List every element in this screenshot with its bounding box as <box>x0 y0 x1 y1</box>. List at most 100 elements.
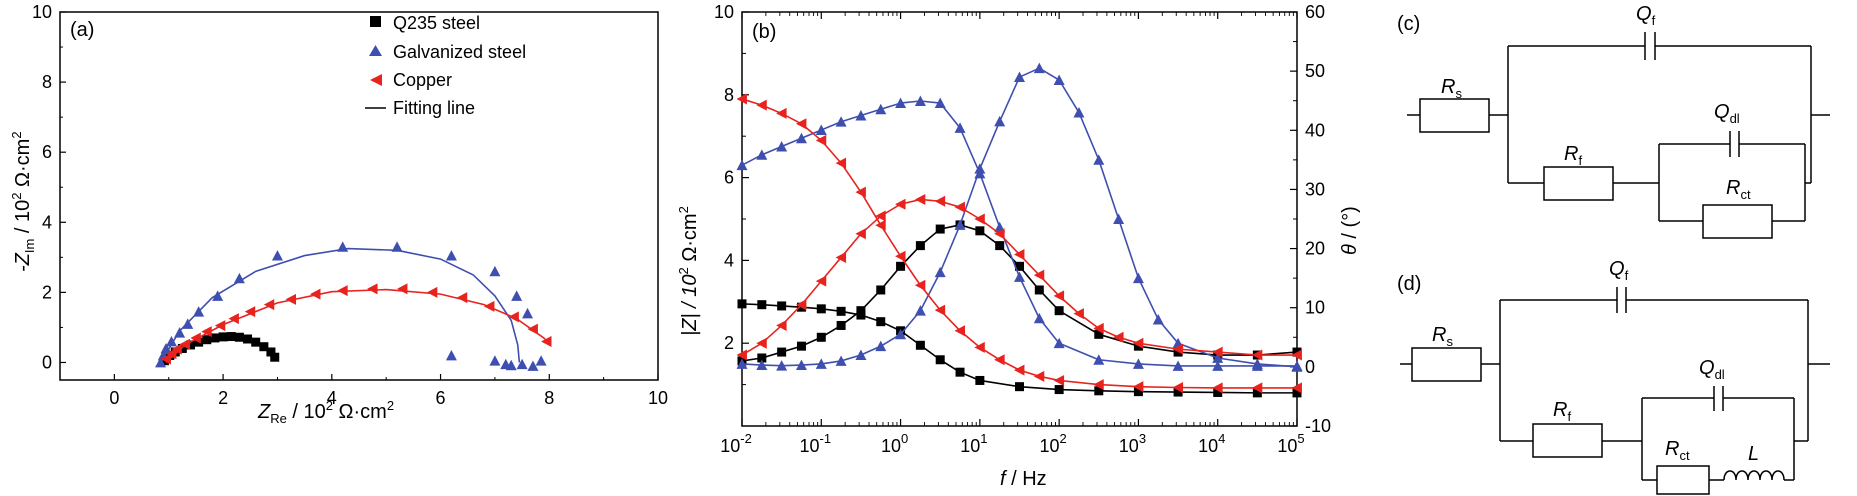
x-tick-label: 6 <box>436 388 446 408</box>
galvanized-steel-z-point <box>1132 358 1144 369</box>
galvanized-steel-point <box>994 115 1006 127</box>
copper-point <box>756 337 767 349</box>
galvanized-steel-point <box>875 340 887 352</box>
panel-b-data <box>736 62 1303 398</box>
galvanized-steel-z-point <box>1212 360 1224 371</box>
q235-steel-z-point <box>1133 387 1143 397</box>
x-tick-label: 2 <box>218 388 228 408</box>
q235-steel-z-point <box>816 304 826 314</box>
q235-steel-point <box>836 320 846 330</box>
y-tick-label: 10 <box>32 2 52 22</box>
copper-z-point <box>1172 381 1184 393</box>
copper-z-point <box>1093 379 1104 391</box>
equivalent-circuit-d: (d) Rs Qf Rf Qdl Rct L <box>1397 258 1830 495</box>
copper-point <box>426 286 438 298</box>
copper-point <box>527 323 538 335</box>
q235-steel-z-point <box>876 317 886 327</box>
galvanized-steel-z-point <box>776 141 788 152</box>
q235-steel-point <box>975 226 985 236</box>
copper-z-point <box>1132 381 1144 393</box>
legend-label-galvanized: Galvanized steel <box>393 42 526 62</box>
galvanized-steel-point <box>815 358 827 369</box>
copper-z-point <box>1251 382 1263 394</box>
copper-point <box>396 283 408 295</box>
copper-point <box>835 251 847 263</box>
galvanized-steel-z-point <box>736 159 748 171</box>
copper-z-point <box>934 304 946 316</box>
copper-z-point <box>1291 382 1302 394</box>
galvanized-steel-fit-line <box>159 247 521 363</box>
panel-a-label: (a) <box>70 19 94 41</box>
label-rs-c: Rs <box>1441 76 1462 101</box>
q235-steel-point <box>259 342 269 352</box>
q235-steel-point <box>266 347 276 357</box>
right-y-tick-label: 50 <box>1305 61 1325 81</box>
inductor-l <box>1723 470 1785 481</box>
galvanized-steel-point <box>489 355 501 366</box>
q235-steel-point <box>210 333 220 343</box>
copper-point <box>483 300 495 312</box>
panel-b-x-axis-label: f / Hz <box>1000 468 1047 490</box>
copper-point <box>1172 343 1184 355</box>
label-rf-d: Rf <box>1553 399 1571 424</box>
galvanized-steel-point <box>1053 74 1065 85</box>
galvanized-steel-point <box>233 272 245 284</box>
galvanized-steel-point <box>165 335 177 347</box>
copper-z-point <box>875 219 886 231</box>
right-y-tick-label: 40 <box>1305 120 1325 140</box>
copper-point <box>285 293 296 305</box>
q235-steel-point <box>935 224 945 234</box>
panel-b-left-y-ticks: 2 4 6 8 10 <box>714 2 749 386</box>
q235-steel-z-point <box>935 355 945 365</box>
galvanized-steel-point <box>1251 358 1263 369</box>
galvanized-steel-z-point <box>1033 312 1045 324</box>
copper-point <box>895 198 906 210</box>
copper-point <box>974 213 985 225</box>
x-tick-label: 8 <box>544 388 554 408</box>
galvanized-steel-point <box>1014 71 1025 83</box>
galvanized-steel-point <box>535 355 547 366</box>
q235-steel-z-point <box>836 306 846 316</box>
copper-z-point <box>815 134 827 146</box>
q235-steel-point <box>226 332 236 342</box>
galvanized-steel-point <box>756 359 768 371</box>
x-tick-label: 102 <box>1040 431 1067 456</box>
q235-steel-z-fit-line <box>741 303 1297 394</box>
galvanized-steel-point <box>182 318 194 329</box>
galvanized-steel-point <box>1113 213 1125 224</box>
copper-point <box>160 353 171 365</box>
x-tick-label: 104 <box>1198 431 1225 456</box>
panel-a-x-ticks: 0 2 4 6 8 10 <box>59 374 668 408</box>
q235-steel-point <box>185 340 195 350</box>
q235-steel-point <box>243 334 253 344</box>
galvanized-steel-z-point <box>1172 360 1184 371</box>
galvanized-steel-z-point <box>875 103 887 115</box>
q235-steel-z-point <box>1094 386 1104 396</box>
resistor-rf <box>1543 166 1614 201</box>
copper-z-point <box>994 354 1005 366</box>
copper-point <box>201 326 212 338</box>
copper-point <box>171 343 182 355</box>
galvanized-steel-point <box>527 360 539 371</box>
galvanized-steel-point <box>736 358 748 369</box>
q235-steel-z-point <box>915 340 925 350</box>
q235-steel-point <box>1054 306 1064 316</box>
resistor-rct <box>1656 465 1710 495</box>
copper-point <box>1053 290 1065 302</box>
y-tick-label: 0 <box>42 352 52 372</box>
q235-steel-point <box>915 241 925 251</box>
resistor-rct <box>1702 204 1773 239</box>
label-rs-d: Rs <box>1432 324 1453 349</box>
copper-z-point <box>1033 370 1045 382</box>
left-y-tick-label: 8 <box>724 85 734 105</box>
panel-a-frame <box>59 11 659 381</box>
copper-point <box>310 288 321 300</box>
galvanized-steel-point <box>934 266 946 278</box>
x-tick-label: 0 <box>109 388 119 408</box>
q235-steel-z-point <box>1213 387 1223 397</box>
galvanized-steel-point <box>155 356 167 368</box>
panel-b-x-ticks: 10-2 10-1 100 101 102 103 104 105 <box>720 12 1305 456</box>
left-y-tick-label: 2 <box>724 333 734 353</box>
copper-point <box>954 201 965 213</box>
